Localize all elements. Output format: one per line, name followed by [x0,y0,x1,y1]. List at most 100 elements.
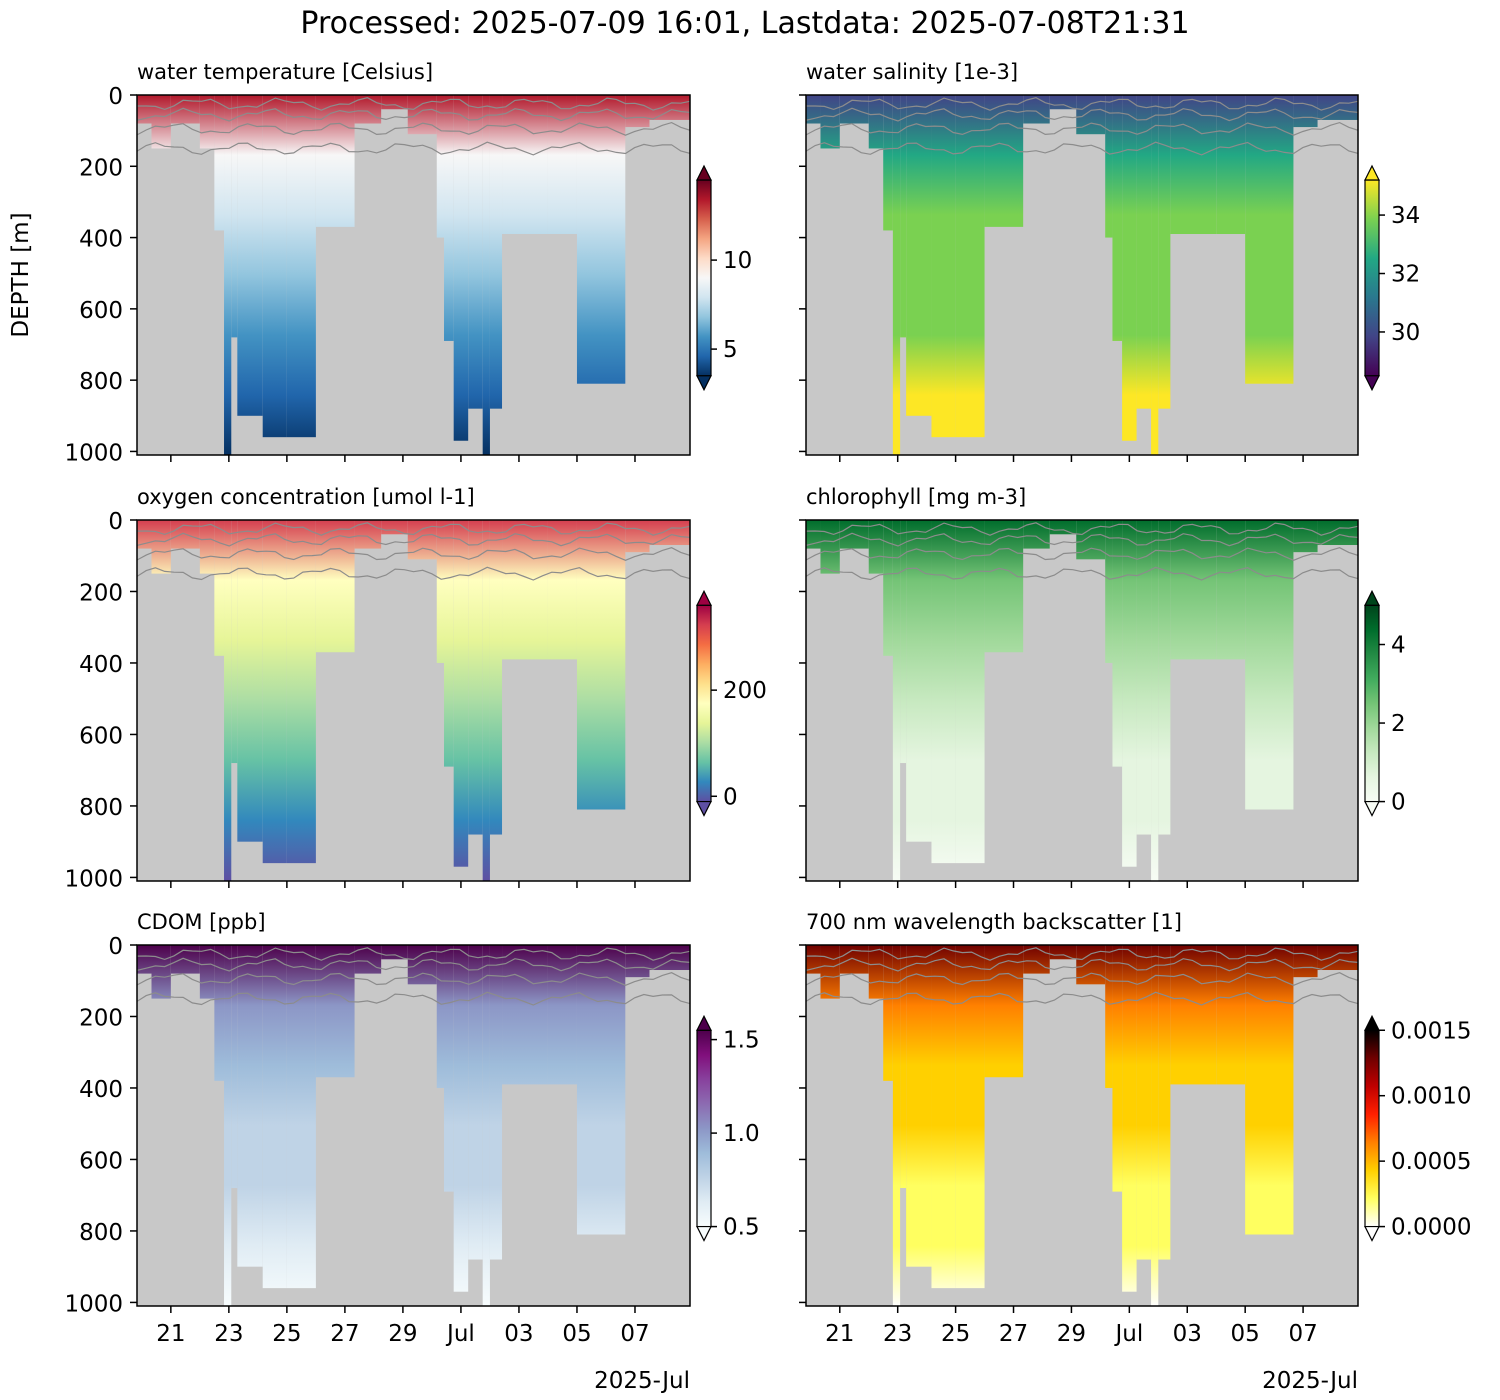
dive-segment [547,520,577,660]
dive-segment [547,945,577,1085]
colorbar-extend-max [696,164,712,181]
panel-title: CDOM [ppb] [137,910,266,934]
colorbar-extend-min [696,1225,712,1242]
dive-segment [984,945,1024,1078]
dive-segment [1049,95,1077,110]
dive-segment [1122,520,1137,867]
dive-segment [892,945,901,1306]
x-tick-label: Jul [1113,1321,1143,1347]
contour-line [137,522,690,536]
colorbar: 30 32 34 [1364,164,1420,392]
dive-segment [1216,945,1246,1085]
x-date-label-left: 2025-Jul [594,1368,690,1394]
x-tick-label: 03 [1173,1321,1202,1347]
dive-segment [468,520,483,835]
colorbar-tick-label: 1.0 [723,1121,760,1147]
dive-segment [1136,520,1152,835]
dive-segment [489,95,503,409]
colorbar: 0 200 [696,589,767,817]
dive-segment [806,95,821,124]
colorbar-tick-label: 0 [1391,790,1406,816]
x-tick-label: 27 [330,1321,359,1347]
dive-segment [1112,520,1123,767]
dive-segment [649,945,690,971]
contour-line [806,947,1358,961]
colorbar-extend-min [1364,375,1380,392]
panel-title: oxygen concentration [umol l-1] [137,485,475,509]
contour-line [806,532,1358,547]
dive-segment [883,520,893,656]
colorbar-extend-max [1364,1014,1380,1031]
dive-segment [137,520,152,549]
y-axis-label: DEPTH [m] [8,212,34,337]
dive-segment [482,945,490,1306]
dive-segment [444,945,454,1192]
contour-line [806,121,1358,136]
panel-2: water salinity [1e-3] 30 32 34 [799,60,1420,462]
dive-segment [1112,945,1123,1192]
contour-line [806,972,1358,986]
dive-segment [214,945,225,1081]
dive-segment [1023,95,1050,124]
x-tick-label: 05 [562,1321,591,1347]
colorbar-tick-label: 0.0010 [1391,1084,1471,1110]
y-tick-label: 200 [79,1005,123,1031]
colorbar-extend-min [696,800,712,817]
dive-segment [262,945,287,1289]
y-tick-label: 600 [79,1148,123,1174]
dive-segment [381,945,408,960]
x-tick-label: 23 [883,1321,912,1347]
x-tick-label: 23 [214,1321,243,1347]
dive-segment [984,95,1024,227]
dive-segment [1170,95,1217,235]
dive-segment [649,520,690,546]
dive-segment [286,520,316,864]
y-tick-label: 400 [79,227,123,253]
colorbar-body [696,179,712,377]
x-date-label-right: 2025-Jul [1262,1368,1358,1394]
contour-line [806,522,1358,536]
dive-segment [1158,945,1171,1260]
x-tick-label: Jul [445,1321,475,1347]
dive-segment [625,520,650,553]
dive-segment [315,95,355,227]
y-tick-label: 1000 [64,1291,123,1317]
dive-segment [231,95,238,338]
plot-frame [805,94,1359,456]
dive-segment [224,520,232,881]
contour-line [137,107,690,122]
panel-title: water salinity [1e-3] [806,60,1018,84]
dive-segment [199,520,215,574]
dive-segment [892,520,901,881]
dive-segment [1245,945,1294,1235]
dive-segment [1317,520,1358,546]
colorbar-extend-min [696,375,712,392]
dive-segment [137,945,152,974]
dive-segment [820,520,840,574]
dive-segment [1170,945,1217,1085]
x-tick-label: 25 [272,1321,301,1347]
dive-segment [1105,95,1113,238]
dive-segment [1245,95,1294,384]
dive-segment [502,945,548,1085]
x-tick-label: 25 [941,1321,970,1347]
y-tick-label: 200 [79,580,123,606]
dive-segment [453,945,469,1292]
dive-segment [900,95,907,338]
dive-segment [820,945,840,999]
dive-segment [1136,95,1152,409]
colorbar: 0 2 4 [1364,589,1406,817]
y-tick-label: 600 [79,723,123,749]
dive-segment [381,520,408,535]
contour-line [806,107,1358,122]
dive-segment [883,95,893,231]
dive-segment [381,95,408,110]
y-tick-label: 400 [79,1077,123,1103]
dive-segment [1158,520,1171,835]
colorbar-body [1364,179,1380,377]
y-tick-label: 800 [79,369,123,395]
dive-segment [502,520,548,660]
dive-segment [1112,95,1123,341]
contour-line [137,566,690,581]
